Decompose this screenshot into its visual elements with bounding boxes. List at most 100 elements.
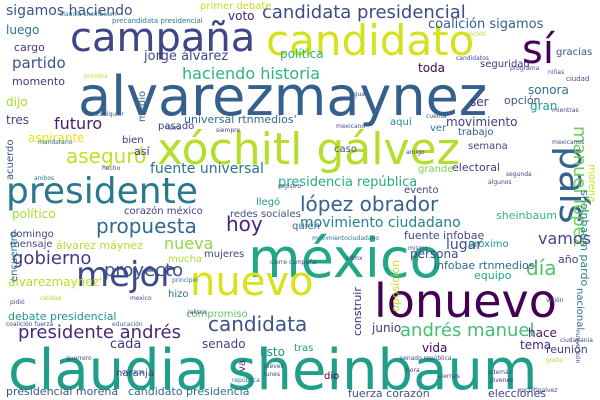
word: domingo	[10, 229, 54, 240]
word: persona	[410, 247, 459, 261]
word: siempre	[216, 127, 241, 134]
word: presidencia república	[278, 175, 418, 190]
word: elecciones	[488, 387, 546, 400]
word: pasado	[158, 121, 195, 132]
word: mucha	[168, 254, 203, 265]
word: política	[280, 47, 324, 61]
word: lonuevo	[374, 274, 557, 328]
word: jorge álvarez	[144, 49, 229, 64]
word: trabajo	[458, 127, 494, 138]
word: proyecto	[104, 260, 184, 281]
word: tras	[294, 343, 314, 354]
word: nuevo león	[574, 330, 581, 364]
word: méxico	[248, 227, 443, 290]
word: día	[526, 256, 557, 280]
word: quién	[292, 221, 320, 232]
word: candidata	[208, 312, 308, 336]
word: ser	[470, 95, 489, 109]
word: hace	[528, 326, 557, 340]
word: además	[488, 369, 512, 376]
word: partido	[12, 54, 66, 72]
word: bien	[122, 135, 144, 146]
word: listo	[260, 345, 285, 359]
word: precandidata presidencial	[112, 17, 203, 25]
word: dio	[324, 371, 340, 382]
word: sonora	[528, 83, 569, 97]
word: movimientociudadano	[312, 235, 379, 242]
word: candidatos	[456, 55, 489, 62]
word: fuente infobae	[404, 229, 485, 242]
word: hora	[406, 367, 420, 374]
word: coalición sigamos	[428, 17, 544, 32]
word: oposición	[389, 259, 402, 312]
word: aseguró	[66, 144, 147, 168]
word: cada	[110, 337, 142, 352]
word: mujeres	[204, 249, 245, 260]
word: seguridad	[480, 59, 530, 70]
word: sheinbaum pardo	[578, 190, 591, 287]
word: medio	[137, 90, 148, 122]
word: lópez obrador	[300, 192, 439, 216]
word: caso	[334, 144, 357, 155]
word: vamos	[538, 229, 591, 248]
word: gracias	[556, 47, 593, 58]
word: construir	[351, 287, 364, 336]
word: mejor	[76, 255, 175, 295]
word: mientras	[552, 107, 579, 114]
word: sheinbaum	[496, 209, 557, 222]
word: político	[12, 207, 56, 221]
word: niñas	[548, 69, 565, 76]
word: oaxaca	[122, 369, 144, 376]
word: presidencial morena	[6, 385, 119, 398]
word: evento	[404, 185, 439, 196]
word: registro	[278, 183, 301, 190]
word: sí	[522, 27, 554, 73]
word: candidata presidencial	[262, 2, 466, 23]
word: propuesta	[96, 214, 197, 238]
word: aquí	[390, 117, 412, 128]
word: mandatario	[38, 139, 73, 146]
word: opción	[504, 94, 541, 107]
word: llegó	[256, 197, 281, 208]
word: candidato presidencia	[128, 385, 250, 398]
word: ciudadanía	[560, 337, 593, 344]
word: candidato	[266, 16, 475, 65]
word: claudia sheinbaum	[8, 338, 538, 400]
word: andrés manuel	[400, 320, 535, 341]
word: xóchitl	[466, 31, 486, 38]
word: cualquier	[96, 111, 124, 118]
word: senado república	[400, 355, 452, 362]
word: xochitlgalvez	[518, 387, 558, 394]
word: tema	[520, 338, 552, 352]
word: amigo	[406, 149, 425, 156]
word: primer debate	[200, 1, 272, 12]
word: presidente	[6, 171, 198, 212]
word: momento	[12, 75, 65, 88]
word: cargo	[14, 41, 45, 54]
word: gusto	[546, 357, 563, 364]
word: alvarezmaynez	[78, 65, 488, 128]
word: viernes	[438, 373, 460, 380]
word: tres	[6, 113, 30, 127]
word: nuevo	[190, 259, 314, 305]
word: cuenta	[426, 113, 447, 120]
word: toda	[418, 61, 446, 75]
word: infobae rtnmedios'	[434, 259, 538, 272]
word: equipo	[474, 269, 512, 282]
word: lleva	[166, 125, 181, 132]
word: aspirante	[28, 131, 85, 145]
word: hoy	[226, 212, 263, 236]
word: nacional	[574, 288, 585, 331]
word: fuerza corazón	[348, 387, 430, 400]
word: nueva	[164, 234, 214, 253]
word: corazón méxico	[124, 206, 203, 217]
word: lugar	[446, 237, 482, 253]
word: encuentro	[9, 231, 20, 282]
word: pidió	[10, 299, 25, 306]
word: junio	[372, 321, 402, 335]
word: redes sociales	[230, 209, 301, 220]
word: semana	[468, 141, 508, 152]
word: ambos	[34, 175, 55, 182]
word: mexicano	[336, 123, 366, 130]
